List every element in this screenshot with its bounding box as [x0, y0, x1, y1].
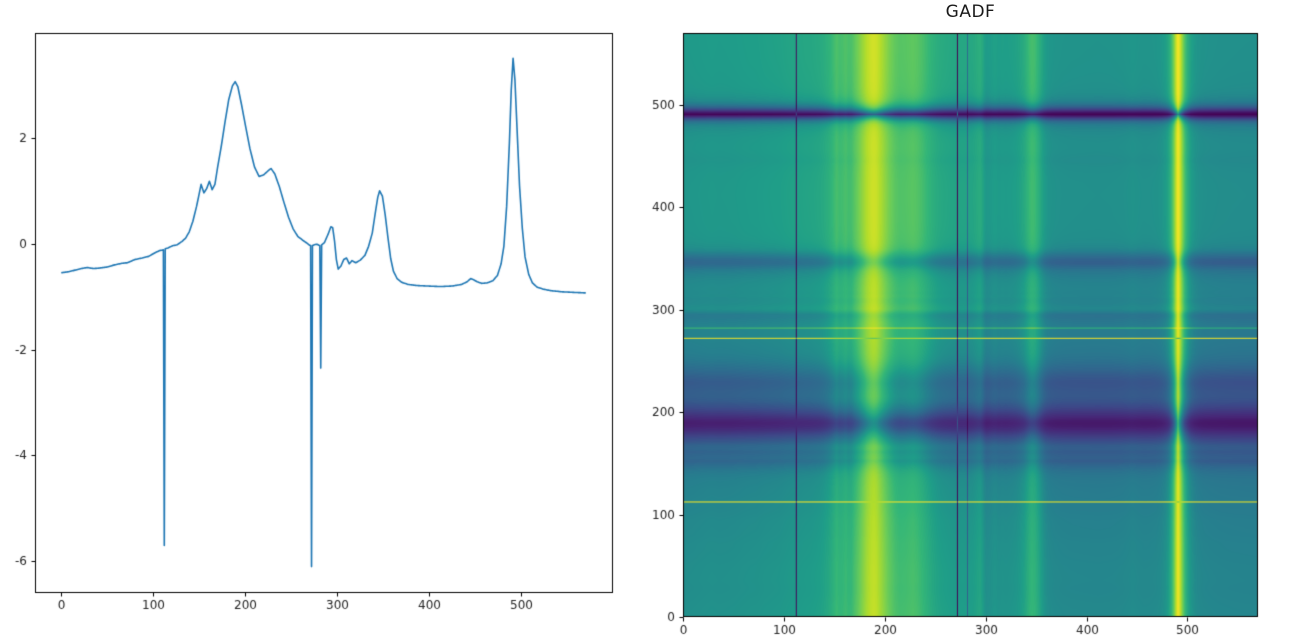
gadf-title: GADF [945, 2, 996, 22]
line-chart-canvas [0, 0, 645, 643]
gadf-heatmap-canvas [645, 0, 1291, 643]
gadf-panel: GADF [645, 0, 1291, 643]
line-plot-panel [0, 0, 645, 643]
